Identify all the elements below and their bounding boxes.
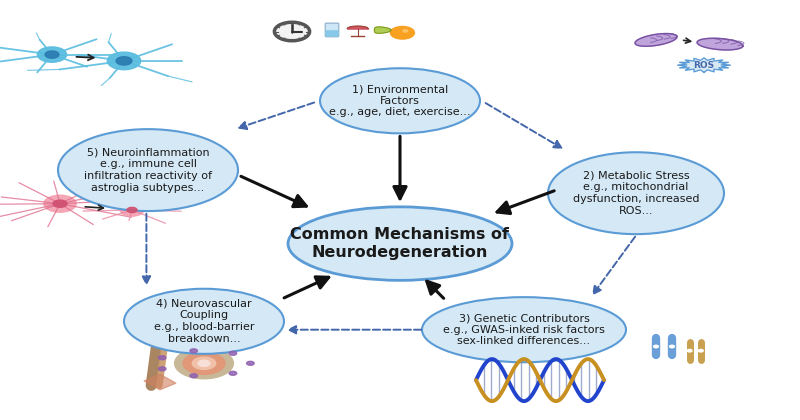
FancyBboxPatch shape [325,23,339,37]
Polygon shape [144,374,176,390]
Circle shape [192,357,216,370]
Circle shape [190,349,198,353]
Circle shape [246,361,254,365]
Circle shape [190,374,198,378]
Polygon shape [635,34,677,46]
Ellipse shape [422,297,626,362]
Text: 1) Environmental
Factors
e.g., age, diet, exercise...: 1) Environmental Factors e.g., age, diet… [330,84,470,118]
Circle shape [116,57,132,65]
Circle shape [44,195,76,212]
Circle shape [183,352,225,374]
Ellipse shape [288,207,512,281]
Circle shape [158,367,166,371]
Circle shape [53,200,67,207]
Circle shape [107,52,141,70]
Circle shape [390,26,414,39]
Circle shape [174,348,234,379]
Ellipse shape [320,68,480,134]
Circle shape [229,351,237,355]
Circle shape [45,51,59,58]
Polygon shape [374,27,391,33]
Circle shape [654,345,658,348]
Circle shape [275,23,309,40]
Circle shape [38,47,66,62]
Circle shape [698,349,703,352]
Circle shape [403,29,408,32]
Polygon shape [678,58,730,72]
Text: Common Mechanisms of
Neurodegeneration: Common Mechanisms of Neurodegeneration [290,227,510,260]
Ellipse shape [58,129,238,211]
Text: 3) Genetic Contributors
e.g., GWAS-inked risk factors
sex-linked differences...: 3) Genetic Contributors e.g., GWAS-inked… [443,313,605,346]
Text: 4) Neurovascular
Coupling
e.g., blood-barrier
breakdown...: 4) Neurovascular Coupling e.g., blood-ba… [154,299,254,344]
Ellipse shape [548,152,724,234]
Circle shape [670,345,674,348]
Circle shape [229,371,237,375]
Text: ROS: ROS [694,60,714,70]
Circle shape [120,204,144,216]
Ellipse shape [124,289,284,354]
Circle shape [198,360,210,366]
Polygon shape [697,38,743,50]
Text: 2) Metabolic Stress
e.g., mitochondrial
dysfunction, increased
ROS...: 2) Metabolic Stress e.g., mitochondrial … [573,171,699,215]
Circle shape [158,356,166,360]
Text: 5) Neuroinflammation
e.g., immune cell
infiltration reactivity of
astroglia subt: 5) Neuroinflammation e.g., immune cell i… [84,148,212,192]
Circle shape [687,349,692,352]
FancyBboxPatch shape [325,30,339,37]
Circle shape [127,207,137,213]
